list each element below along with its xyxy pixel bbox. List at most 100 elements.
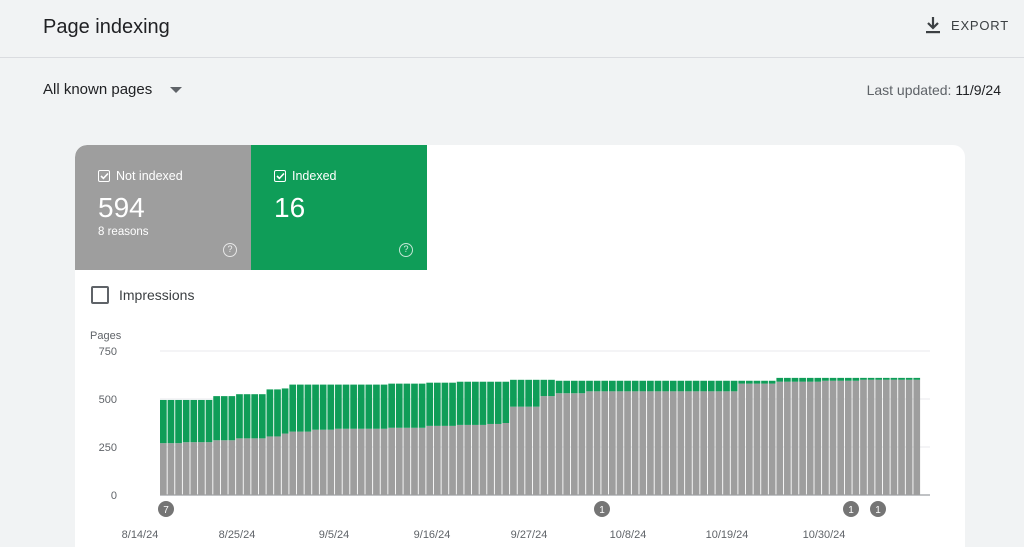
bar-not-indexed[interactable] [464,424,472,495]
bar-not-indexed[interactable] [631,391,639,495]
bar-not-indexed[interactable] [578,393,586,495]
bar-indexed[interactable] [639,380,647,392]
bar-indexed[interactable] [319,384,327,430]
bar-not-indexed[interactable] [175,443,182,495]
bar-indexed[interactable] [669,380,677,392]
bar-not-indexed[interactable] [160,443,167,495]
bar-indexed[interactable] [806,377,814,382]
bar-indexed[interactable] [456,381,464,425]
bar-indexed[interactable] [685,380,692,392]
annotation-marker[interactable] [870,501,886,517]
bar-not-indexed[interactable] [517,406,525,495]
bar-indexed[interactable] [160,399,167,444]
bar-indexed[interactable] [776,377,784,382]
annotation-marker[interactable] [158,501,174,517]
bar-indexed[interactable] [510,379,517,407]
bar-not-indexed[interactable] [373,428,380,495]
bar-indexed[interactable] [395,383,403,428]
bar-not-indexed[interactable] [304,431,312,495]
bar-not-indexed[interactable] [502,423,510,495]
bar-not-indexed[interactable] [228,440,236,495]
bar-not-indexed[interactable] [236,438,243,495]
bar-indexed[interactable] [532,379,540,407]
bar-indexed[interactable] [601,380,609,392]
bar-not-indexed[interactable] [867,379,875,495]
bar-indexed[interactable] [220,396,228,441]
bar-not-indexed[interactable] [829,380,837,495]
bar-not-indexed[interactable] [198,442,205,495]
bar-indexed[interactable] [479,381,487,425]
bar-indexed[interactable] [304,384,312,432]
bar-indexed[interactable] [517,379,525,407]
bar-indexed[interactable] [570,380,578,394]
bar-not-indexed[interactable] [403,427,411,495]
bar-not-indexed[interactable] [608,391,616,495]
bar-not-indexed[interactable] [723,391,730,495]
annotation-marker[interactable] [843,501,859,517]
bar-indexed[interactable] [198,399,205,443]
bar-indexed[interactable] [243,394,251,439]
bar-indexed[interactable] [578,380,586,394]
bar-indexed[interactable] [586,380,593,392]
bar-not-indexed[interactable] [616,391,624,495]
bar-not-indexed[interactable] [357,428,365,495]
bar-not-indexed[interactable] [258,438,266,495]
bar-not-indexed[interactable] [319,429,327,495]
bar-not-indexed[interactable] [799,381,806,495]
help-icon[interactable]: ? [223,243,237,257]
bar-indexed[interactable] [494,381,502,424]
bar-not-indexed[interactable] [220,440,228,495]
bar-indexed[interactable] [624,380,631,392]
bar-indexed[interactable] [472,381,479,425]
bar-indexed[interactable] [913,377,921,380]
bar-indexed[interactable] [373,384,380,429]
bar-indexed[interactable] [540,379,548,397]
bar-not-indexed[interactable] [365,428,373,495]
bar-not-indexed[interactable] [548,396,555,495]
bar-indexed[interactable] [654,380,662,392]
bar-not-indexed[interactable] [624,391,631,495]
bar-not-indexed[interactable] [898,379,905,495]
bar-indexed[interactable] [761,380,768,384]
bar-indexed[interactable] [281,388,289,434]
bar-not-indexed[interactable] [669,391,677,495]
bar-indexed[interactable] [905,377,913,380]
bar-not-indexed[interactable] [426,425,434,495]
bar-not-indexed[interactable] [563,393,571,495]
bar-indexed[interactable] [274,389,281,437]
bar-indexed[interactable] [251,394,259,439]
bar-not-indexed[interactable] [243,438,251,495]
bar-not-indexed[interactable] [449,425,456,495]
bar-not-indexed[interactable] [647,391,654,495]
bar-indexed[interactable] [852,377,860,381]
bar-not-indexed[interactable] [837,380,844,495]
bar-indexed[interactable] [814,377,822,382]
bar-not-indexed[interactable] [532,406,540,495]
bar-not-indexed[interactable] [205,442,213,495]
not-indexed-tile[interactable]: Not indexed 594 8 reasons ? [75,145,251,270]
bar-not-indexed[interactable] [692,391,700,495]
bar-indexed[interactable] [441,382,449,426]
bar-indexed[interactable] [860,377,867,380]
bar-indexed[interactable] [190,399,198,443]
bar-not-indexed[interactable] [791,381,799,495]
bar-not-indexed[interactable] [685,391,692,495]
bar-indexed[interactable] [837,377,844,381]
bar-indexed[interactable] [487,381,494,424]
bar-indexed[interactable] [502,381,510,423]
bar-not-indexed[interactable] [327,429,335,495]
bar-indexed[interactable] [799,377,806,382]
bar-indexed[interactable] [898,377,905,380]
bar-not-indexed[interactable] [472,424,479,495]
bar-not-indexed[interactable] [418,427,426,495]
bar-indexed[interactable] [692,380,700,392]
bar-not-indexed[interactable] [700,391,708,495]
bar-indexed[interactable] [236,394,243,439]
bar-not-indexed[interactable] [296,431,304,495]
bar-not-indexed[interactable] [586,391,593,495]
bar-not-indexed[interactable] [593,391,601,495]
bar-not-indexed[interactable] [494,423,502,495]
bar-not-indexed[interactable] [388,427,396,495]
bar-indexed[interactable] [548,379,555,397]
bar-not-indexed[interactable] [761,383,768,495]
